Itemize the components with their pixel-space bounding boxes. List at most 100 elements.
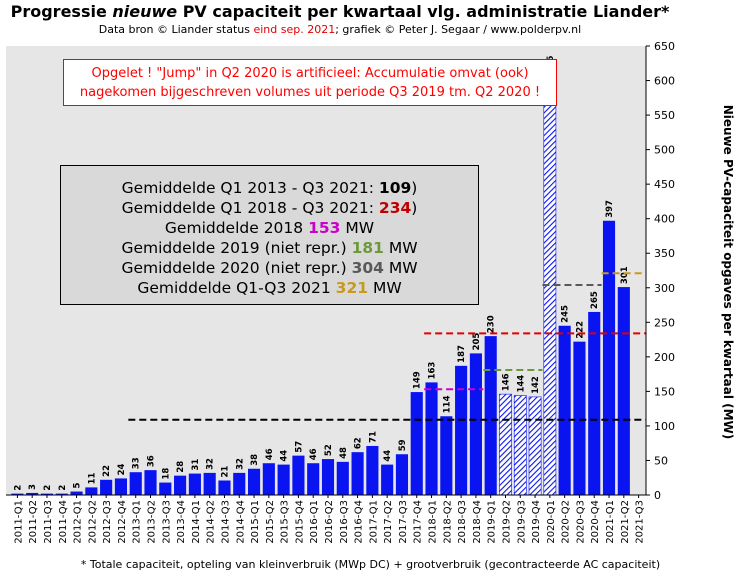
y-tick-label: 250 bbox=[654, 316, 675, 329]
averages-box: Gemiddelde Q1 2013 - Q3 2021: 109) Gemidd… bbox=[60, 165, 479, 305]
bar bbox=[440, 416, 453, 495]
subtitle-date: eind sep. 2021 bbox=[253, 23, 336, 36]
bar-value-label: 142 bbox=[531, 376, 541, 394]
bar-value-label: 28 bbox=[176, 461, 186, 473]
bar-value-label: 71 bbox=[368, 431, 378, 443]
x-tick-label: 2021-Q1 bbox=[605, 500, 616, 544]
x-tick-label: 2017-Q1 bbox=[368, 500, 379, 544]
bar bbox=[351, 452, 364, 495]
bar-value-label: 24 bbox=[117, 464, 127, 476]
x-tick-label: 2013-Q2 bbox=[147, 500, 158, 544]
chart-subtitle: Data bron © Liander status eind sep. 202… bbox=[98, 23, 582, 36]
bar-value-label: 38 bbox=[250, 454, 260, 466]
average-unit: MW bbox=[340, 219, 375, 237]
bar bbox=[26, 492, 39, 495]
bar bbox=[499, 393, 512, 496]
average-value: 109 bbox=[378, 179, 412, 197]
x-tick-label: 2015-Q2 bbox=[265, 500, 276, 544]
x-tick-label: 2016-Q3 bbox=[339, 500, 350, 544]
x-tick-label: 2020-Q3 bbox=[575, 500, 586, 544]
average-unit: MW bbox=[383, 239, 418, 257]
bar-value-label: 44 bbox=[280, 450, 290, 462]
bar-value-label: 62 bbox=[354, 437, 364, 449]
bar-value-label: 205 bbox=[472, 333, 482, 351]
warning-line-1: Opgelet ! "Jump" in Q2 2020 is artificie… bbox=[91, 66, 529, 81]
y-tick-label: 200 bbox=[654, 351, 675, 364]
bar bbox=[233, 472, 246, 495]
average-line: Gemiddelde Q1 2018 - Q3 2021: 234) bbox=[61, 198, 478, 218]
x-tick-label: 2015-Q4 bbox=[294, 500, 305, 544]
bar bbox=[469, 353, 482, 495]
bar bbox=[602, 220, 616, 495]
average-value: 181 bbox=[351, 239, 384, 257]
bar bbox=[336, 461, 349, 495]
x-tick-label: 2020-Q4 bbox=[590, 500, 601, 544]
x-tick-label: 2014-Q1 bbox=[191, 500, 202, 544]
bar-value-label: 31 bbox=[191, 459, 201, 471]
x-tick-label: 2018-Q1 bbox=[428, 500, 439, 544]
x-tick-label: 2020-Q2 bbox=[561, 500, 572, 544]
x-tick-label: 2011-Q3 bbox=[43, 500, 54, 544]
bar bbox=[114, 478, 127, 495]
bar-value-label: 265 bbox=[590, 291, 600, 309]
average-line: Gemiddelde 2020 (niet repr.) 304 MW bbox=[61, 258, 478, 278]
bar bbox=[203, 472, 216, 495]
bar bbox=[174, 475, 187, 495]
x-tick-label: 2016-Q2 bbox=[324, 500, 335, 544]
bar bbox=[410, 392, 423, 495]
x-tick-label: 2012-Q4 bbox=[117, 500, 128, 544]
bar-value-label: 230 bbox=[487, 315, 497, 333]
bar-value-label: 2 bbox=[43, 485, 53, 491]
y-tick-label: 400 bbox=[654, 213, 675, 226]
y-tick-label: 150 bbox=[654, 385, 675, 398]
average-line: Gemiddelde Q1 2013 - Q3 2021: 109) bbox=[61, 178, 478, 198]
y-tick-label: 300 bbox=[654, 282, 675, 295]
x-tick-label: 2018-Q4 bbox=[472, 500, 483, 544]
y-tick-label: 600 bbox=[654, 75, 675, 88]
bar bbox=[129, 472, 142, 495]
bar bbox=[366, 445, 379, 495]
bar-value-label: 301 bbox=[620, 266, 630, 284]
y-tick-label: 550 bbox=[654, 109, 675, 122]
bar bbox=[395, 454, 409, 495]
bar bbox=[617, 287, 630, 495]
bar bbox=[11, 493, 24, 495]
average-unit: MW bbox=[383, 259, 418, 277]
x-tick-label: 2018-Q2 bbox=[442, 500, 453, 544]
bar-value-label: 32 bbox=[206, 458, 216, 470]
bar bbox=[144, 470, 157, 495]
y-tick-label: 50 bbox=[654, 454, 668, 467]
bar-value-label: 187 bbox=[457, 345, 467, 363]
bar-value-label: 18 bbox=[161, 468, 171, 480]
warning-line-2: nagekomen bijgeschreven volumes uit peri… bbox=[79, 85, 541, 100]
bar-value-label: 44 bbox=[383, 450, 393, 462]
x-tick-label: 2019-Q4 bbox=[531, 500, 542, 544]
bar-value-label: 114 bbox=[442, 395, 452, 413]
x-tick-label: 2014-Q3 bbox=[220, 500, 231, 544]
bar-value-label: 149 bbox=[413, 371, 423, 389]
bar-value-label: 21 bbox=[220, 466, 230, 478]
bar-value-label: 33 bbox=[132, 457, 142, 469]
average-unit: ) bbox=[411, 199, 418, 217]
bar-value-label: 46 bbox=[309, 448, 319, 460]
bar bbox=[159, 482, 172, 495]
bar-value-label: 163 bbox=[428, 362, 438, 380]
y-axis-title: Nieuwe PV-capaciteit opgaves per kwartaa… bbox=[721, 105, 735, 440]
x-tick-label: 2019-Q1 bbox=[487, 500, 498, 544]
x-tick-label: 2013-Q4 bbox=[176, 500, 187, 544]
bar-value-label: 245 bbox=[561, 305, 571, 323]
bar bbox=[425, 382, 438, 495]
average-label: Gemiddelde 2018 bbox=[164, 219, 309, 237]
x-tick-label: 2013-Q1 bbox=[132, 500, 143, 544]
x-tick-label: 2019-Q2 bbox=[501, 500, 512, 544]
bar-value-label: 22 bbox=[102, 465, 112, 477]
bar bbox=[85, 487, 98, 495]
bar-value-label: 5 bbox=[73, 483, 83, 489]
bar bbox=[558, 325, 571, 495]
bar bbox=[307, 463, 320, 495]
bar bbox=[277, 464, 290, 495]
bar bbox=[573, 341, 586, 495]
x-tick-label: 2014-Q4 bbox=[235, 500, 246, 544]
bar bbox=[513, 395, 527, 496]
